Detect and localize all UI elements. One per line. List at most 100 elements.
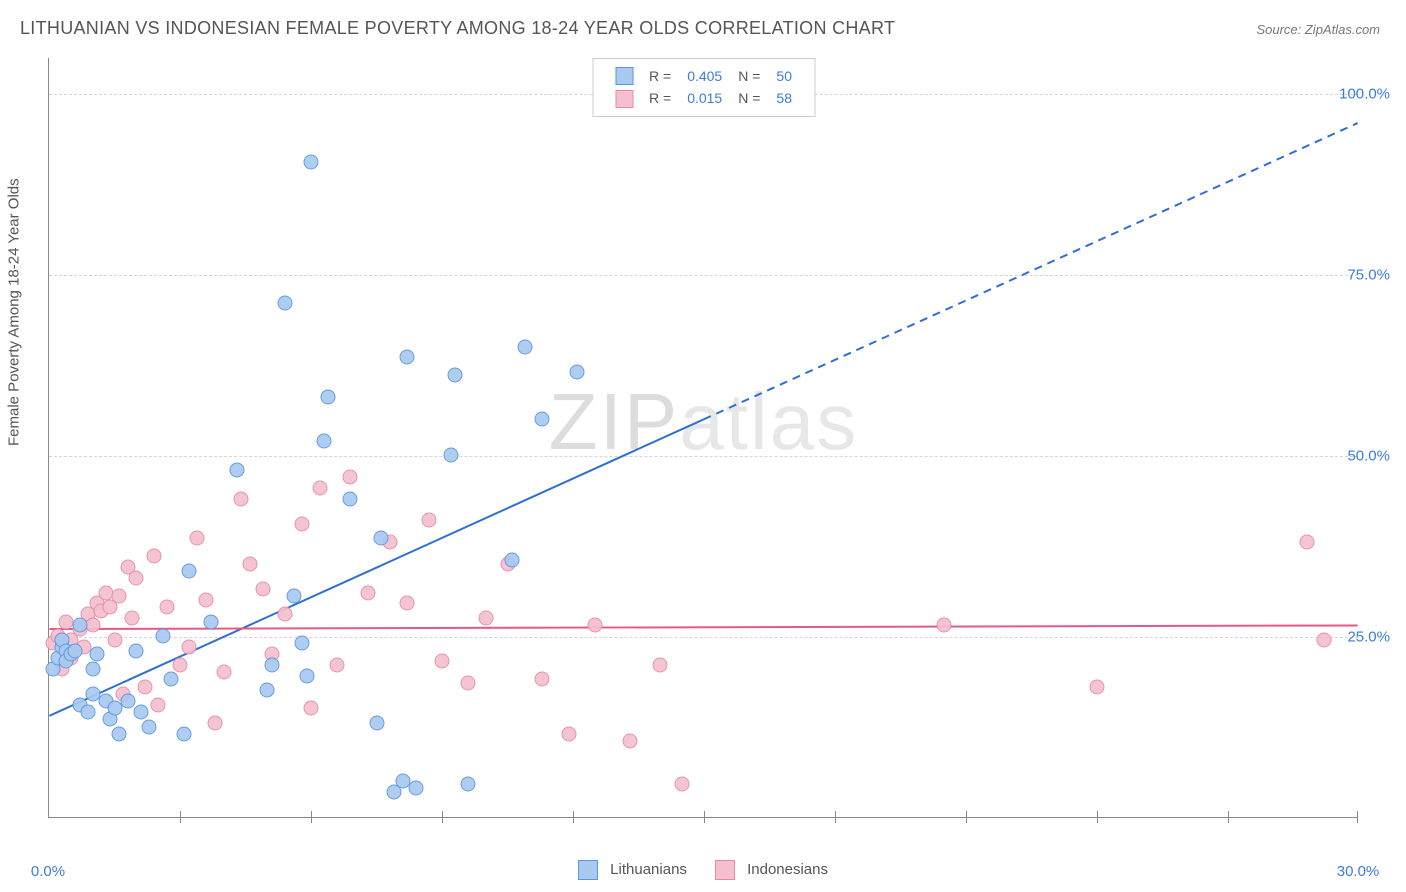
data-point-indonesians (360, 585, 375, 600)
data-point-indonesians (1090, 679, 1105, 694)
data-point-lithuanians (111, 726, 126, 741)
data-point-lithuanians (120, 694, 135, 709)
n-label: N = (730, 65, 768, 87)
data-point-indonesians (461, 676, 476, 691)
gridline (49, 456, 1358, 457)
data-point-indonesians (129, 571, 144, 586)
data-point-indonesians (151, 697, 166, 712)
data-point-lithuanians (90, 647, 105, 662)
data-point-indonesians (199, 592, 214, 607)
source-label: Source: ZipAtlas.com (1256, 22, 1380, 37)
data-point-lithuanians (504, 553, 519, 568)
x-tick (442, 811, 443, 823)
r-label: R = (641, 65, 679, 87)
data-point-lithuanians (304, 154, 319, 169)
data-point-lithuanians (264, 658, 279, 673)
data-point-lithuanians (72, 618, 87, 633)
data-point-lithuanians (317, 433, 332, 448)
x-tick (704, 811, 705, 823)
data-point-lithuanians (81, 705, 96, 720)
data-point-indonesians (1299, 534, 1314, 549)
x-tick (311, 811, 312, 823)
data-point-indonesians (207, 715, 222, 730)
data-point-lithuanians (535, 411, 550, 426)
legend-row-indonesians: R = 0.015 N = 58 (607, 87, 800, 109)
y-tick-label: 100.0% (1339, 86, 1390, 103)
chart-container: LITHUANIAN VS INDONESIAN FEMALE POVERTY … (0, 0, 1406, 892)
data-point-indonesians (622, 734, 637, 749)
data-point-lithuanians (369, 715, 384, 730)
n-value-indonesians: 58 (768, 87, 800, 109)
data-point-lithuanians (260, 683, 275, 698)
data-point-lithuanians (321, 390, 336, 405)
y-tick-label: 50.0% (1347, 448, 1390, 465)
watermark: ZIPatlas (549, 376, 858, 468)
data-point-lithuanians (181, 563, 196, 578)
legend-label-lithuanians: Lithuanians (610, 861, 687, 878)
n-label: N = (730, 87, 768, 109)
legend-item-lithuanians: Lithuanians (578, 860, 687, 880)
x-tick-label: 30.0% (1337, 863, 1380, 880)
data-point-indonesians (400, 596, 415, 611)
r-value-indonesians: 0.015 (679, 87, 730, 109)
data-point-indonesians (146, 549, 161, 564)
watermark-zip: ZIP (549, 377, 679, 466)
x-tick (966, 811, 967, 823)
legend-series: Lithuanians Indonesians (578, 860, 828, 880)
x-tick (1097, 811, 1098, 823)
data-point-indonesians (124, 610, 139, 625)
data-point-indonesians (138, 679, 153, 694)
data-point-lithuanians (85, 661, 100, 676)
data-point-lithuanians (343, 491, 358, 506)
r-label: R = (641, 87, 679, 109)
swatch-lithuanians-icon (615, 67, 633, 85)
y-tick-label: 25.0% (1347, 629, 1390, 646)
data-point-indonesians (675, 777, 690, 792)
data-point-indonesians (295, 516, 310, 531)
plot-area: ZIPatlas R = 0.405 N = 50 R = 0.015 N = … (48, 58, 1358, 818)
legend-row-lithuanians: R = 0.405 N = 50 (607, 65, 800, 87)
data-point-indonesians (234, 491, 249, 506)
watermark-atlas: atlas (679, 377, 858, 466)
data-point-indonesians (173, 658, 188, 673)
axis-right-cap (1357, 811, 1359, 823)
data-point-lithuanians (177, 726, 192, 741)
data-point-indonesians (190, 531, 205, 546)
data-point-indonesians (435, 654, 450, 669)
data-point-indonesians (107, 632, 122, 647)
legend-label-indonesians: Indonesians (747, 861, 828, 878)
data-point-lithuanians (142, 719, 157, 734)
x-tick (1228, 811, 1229, 823)
data-point-lithuanians (68, 643, 83, 658)
x-tick-label: 0.0% (31, 863, 65, 880)
data-point-lithuanians (443, 448, 458, 463)
data-point-indonesians (159, 600, 174, 615)
x-tick (180, 811, 181, 823)
x-tick (835, 811, 836, 823)
data-point-indonesians (304, 701, 319, 716)
data-point-indonesians (421, 513, 436, 528)
data-point-lithuanians (299, 668, 314, 683)
legend-correlation: R = 0.405 N = 50 R = 0.015 N = 58 (592, 58, 815, 117)
data-point-indonesians (937, 618, 952, 633)
data-point-lithuanians (164, 672, 179, 687)
data-point-indonesians (277, 607, 292, 622)
data-point-lithuanians (155, 629, 170, 644)
data-point-indonesians (181, 639, 196, 654)
data-point-lithuanians (295, 636, 310, 651)
data-point-lithuanians (461, 777, 476, 792)
n-value-lithuanians: 50 (768, 65, 800, 87)
data-point-indonesians (535, 672, 550, 687)
data-point-lithuanians (203, 614, 218, 629)
data-point-indonesians (343, 469, 358, 484)
data-point-indonesians (312, 480, 327, 495)
data-point-indonesians (111, 589, 126, 604)
data-point-lithuanians (448, 368, 463, 383)
data-point-indonesians (653, 658, 668, 673)
r-value-lithuanians: 0.405 (679, 65, 730, 87)
data-point-lithuanians (400, 350, 415, 365)
chart-title: LITHUANIAN VS INDONESIAN FEMALE POVERTY … (20, 18, 895, 39)
data-point-indonesians (561, 726, 576, 741)
data-point-lithuanians (373, 531, 388, 546)
data-point-lithuanians (229, 462, 244, 477)
